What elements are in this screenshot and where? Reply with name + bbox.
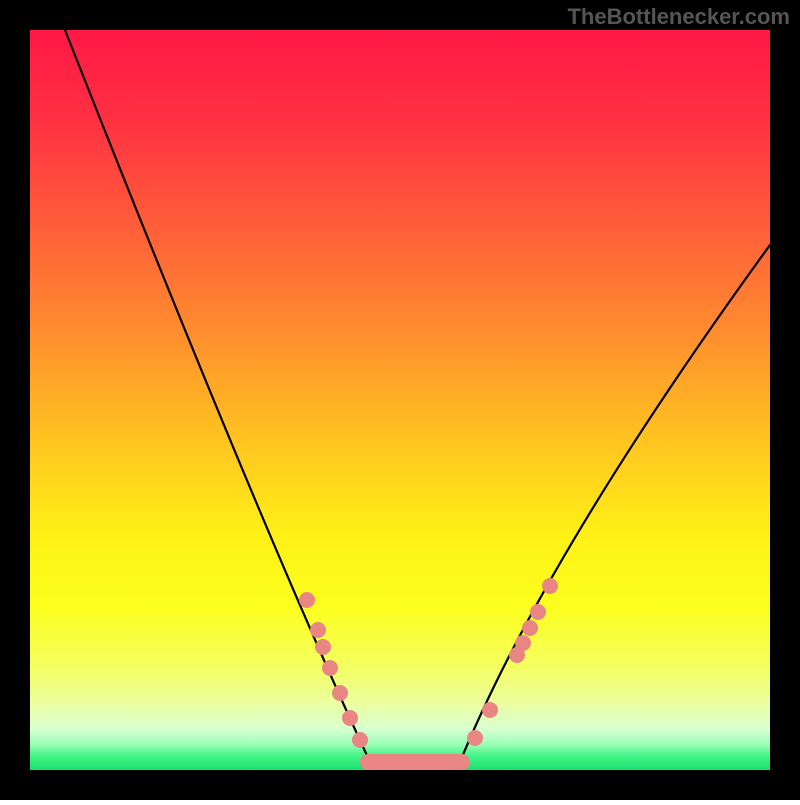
bottleneck-chart: TheBottlenecker.com — [0, 0, 800, 800]
chart-canvas — [0, 0, 800, 800]
